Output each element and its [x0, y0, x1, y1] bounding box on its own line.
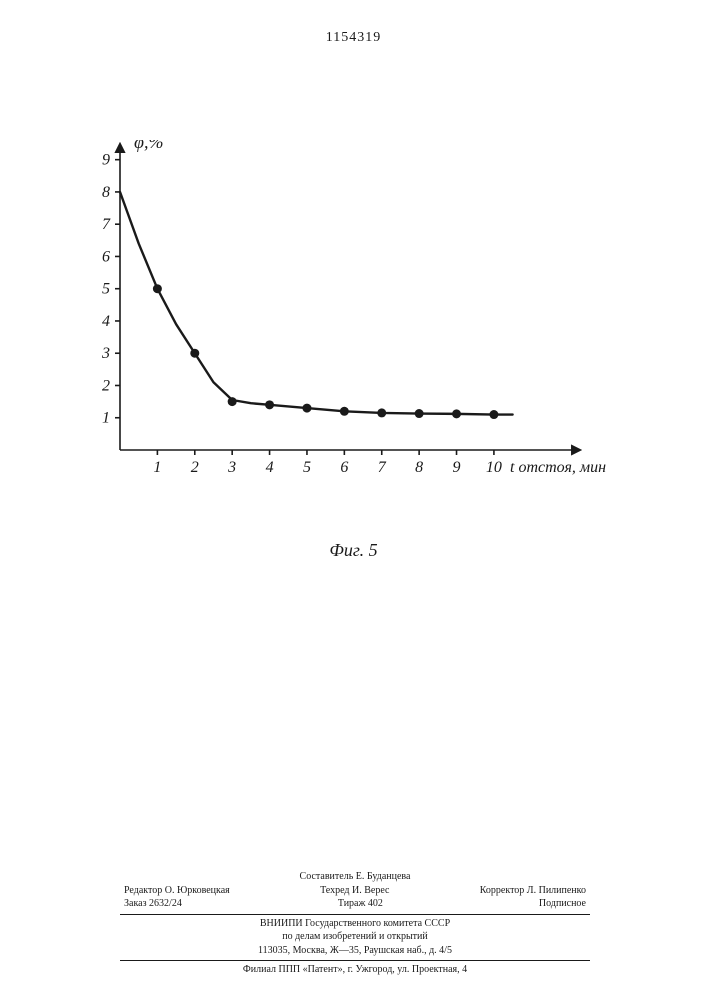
x-tick-label: 9	[453, 459, 461, 476]
y-tick-label: 3	[101, 345, 110, 362]
colophon-tech-editor: Техред И. Верес	[320, 884, 389, 898]
x-tick-label: 3	[227, 459, 236, 476]
colophon-rule	[120, 914, 590, 915]
colophon-print-run: Тираж 402	[338, 897, 383, 911]
y-tick-label: 2	[102, 377, 110, 394]
data-point	[452, 409, 461, 418]
x-tick-label: 8	[415, 459, 423, 476]
data-point	[228, 397, 237, 406]
x-tick-label: 10	[486, 459, 502, 476]
chart-svg: 1 2 3 4 5 6 7 8 9 1 2 3 4 5 6 7 8 9 10 φ,% t отстоя, мин	[80, 140, 620, 520]
data-point	[489, 410, 498, 419]
y-tick-label: 9	[102, 152, 110, 169]
data-point	[302, 404, 311, 413]
y-axis-label: φ,%	[134, 140, 163, 152]
colophon-org-line1: ВНИИПИ Государственного комитета СССР	[120, 917, 590, 931]
y-tick-label: 6	[102, 248, 110, 265]
decay-curve	[120, 192, 513, 415]
data-point	[265, 400, 274, 409]
y-tick-label: 4	[102, 313, 110, 330]
chart-figure-5: 1 2 3 4 5 6 7 8 9 1 2 3 4 5 6 7 8 9 10 φ,% t отстоя, мин	[80, 140, 620, 520]
x-axis-label: t отстоя, мин	[510, 459, 606, 476]
x-tick-label: 2	[191, 459, 199, 476]
y-tick-label: 5	[102, 281, 110, 298]
colophon-subscription: Подписное	[539, 897, 586, 911]
y-tick-label: 1	[102, 410, 110, 427]
y-tick-label: 8	[102, 184, 110, 201]
colophon-rule-2	[120, 960, 590, 961]
colophon-order: Заказ 2632/24	[124, 897, 182, 911]
y-tick-label: 7	[102, 216, 111, 233]
data-point	[153, 284, 162, 293]
colophon-corrector: Корректор Л. Пилипенко	[480, 884, 586, 898]
x-tick-label: 6	[340, 459, 348, 476]
data-point	[415, 409, 424, 418]
colophon-editor: Редактор О. Юрковецкая	[124, 884, 230, 898]
colophon-block: Составитель Е. Буданцева Редактор О. Юрк…	[120, 870, 590, 977]
page: 1154319 1 2 3 4 5 6 7 8 9 1 2 3 4 5 6 7 8 9 10 φ,% t отстоя,…	[0, 0, 707, 1000]
data-point	[377, 408, 386, 417]
x-tick-label: 4	[266, 459, 274, 476]
colophon-address1: 113035, Москва, Ж—35, Раушская наб., д. …	[120, 944, 590, 958]
colophon-address2: Филиал ППП «Патент», г. Ужгород, ул. Про…	[120, 963, 590, 977]
figure-caption: Фиг. 5	[0, 540, 707, 561]
colophon-org-line2: по делам изобретений и открытий	[120, 930, 590, 944]
document-number: 1154319	[0, 30, 707, 46]
x-tick-label: 5	[303, 459, 311, 476]
x-tick-label: 1	[153, 459, 161, 476]
data-point	[340, 407, 349, 416]
data-point	[190, 349, 199, 358]
x-tick-label: 7	[378, 459, 387, 476]
colophon-compiler: Составитель Е. Буданцева	[120, 870, 590, 884]
